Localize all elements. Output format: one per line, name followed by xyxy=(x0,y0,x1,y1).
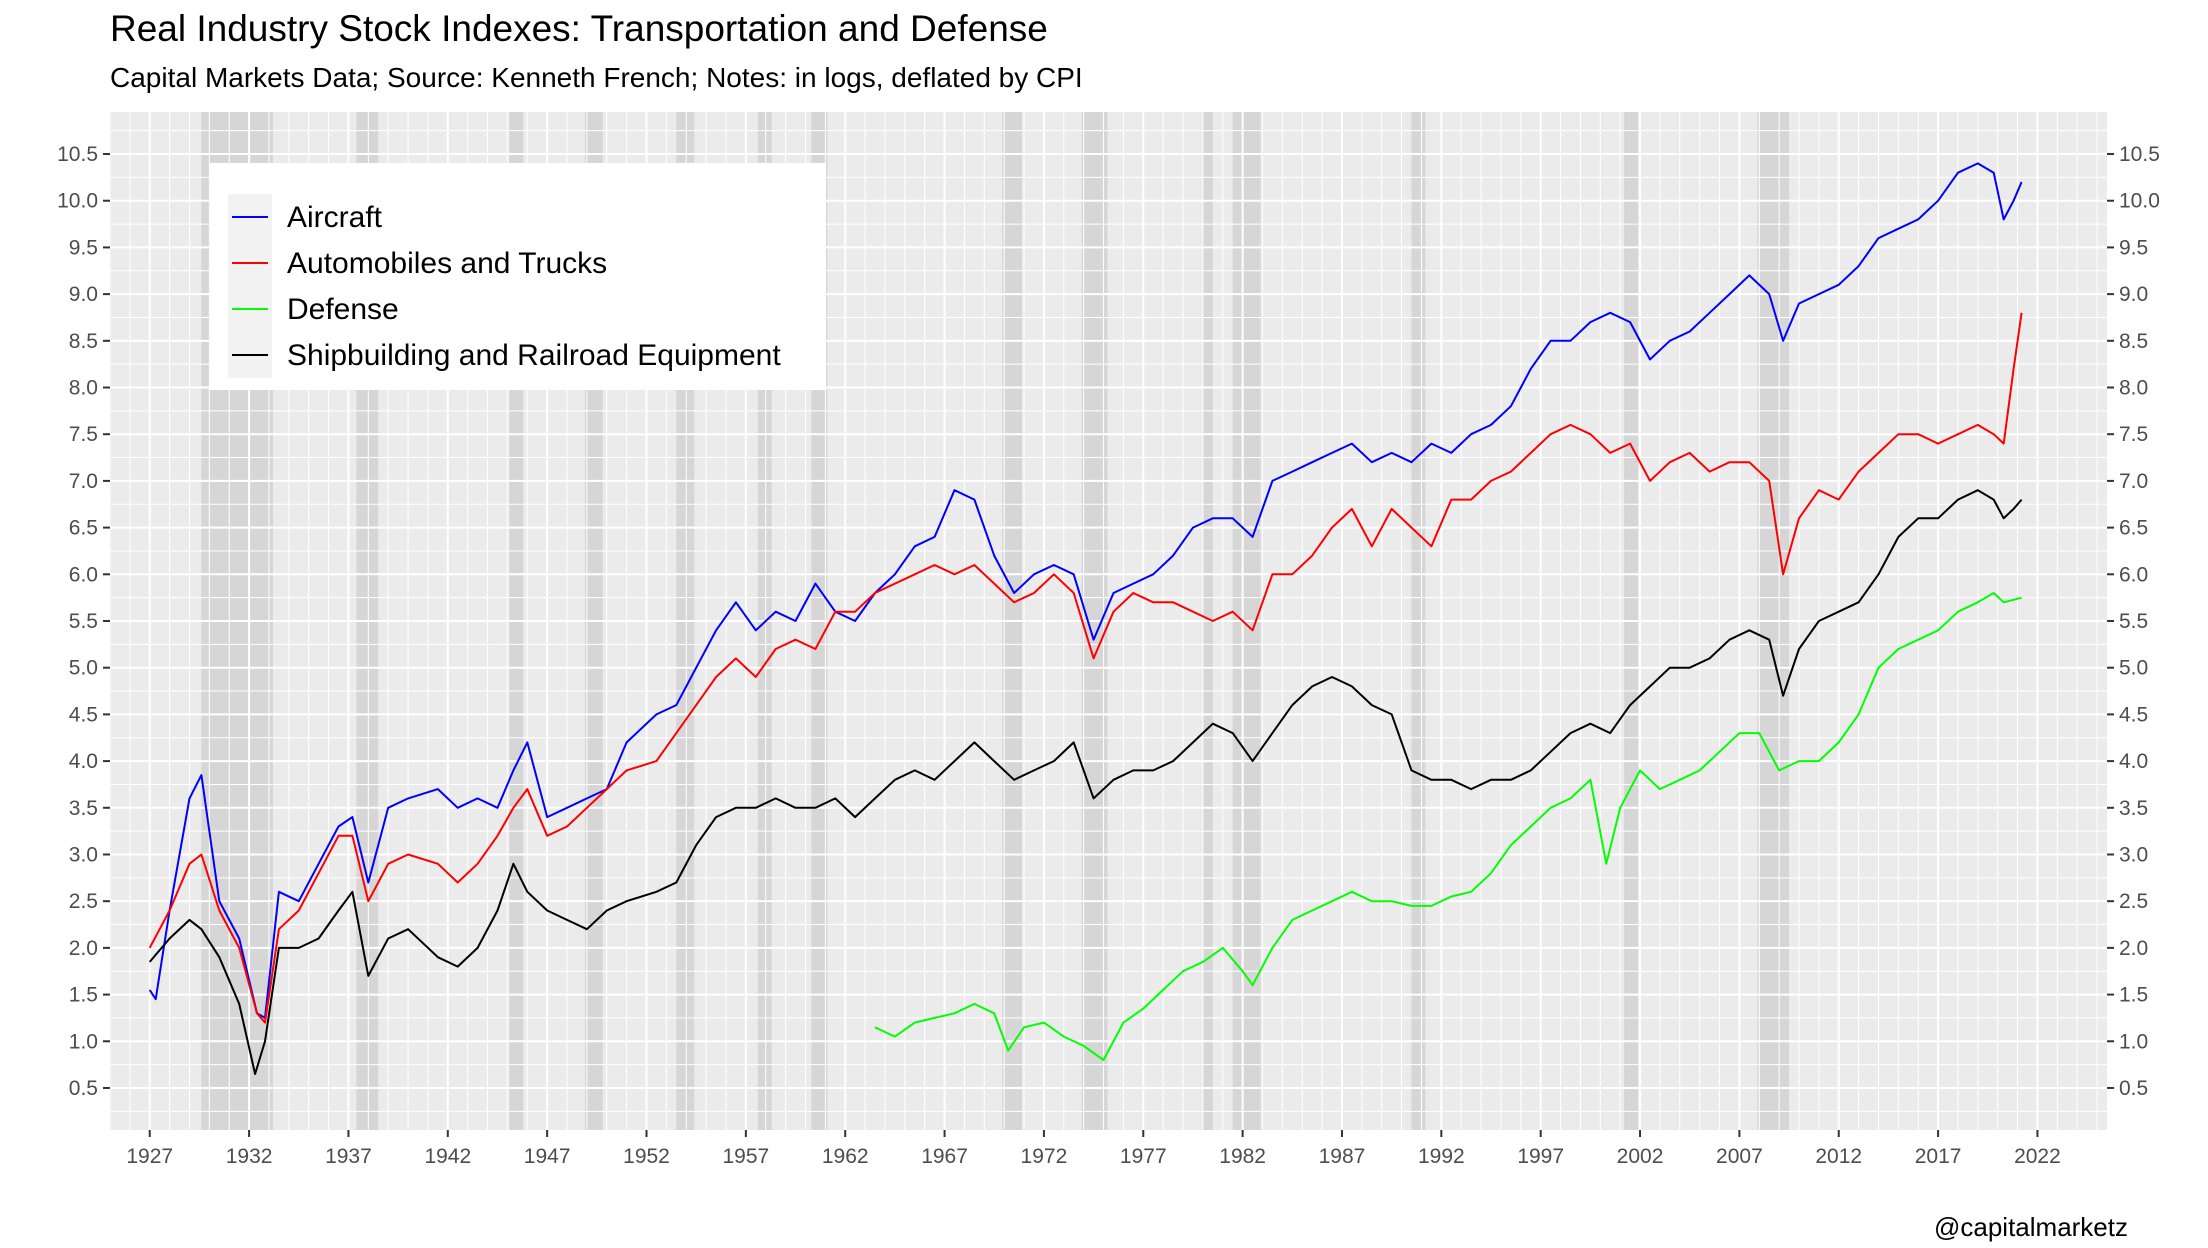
legend-box xyxy=(210,163,826,390)
chart-subtitle: Capital Markets Data; Source: Kenneth Fr… xyxy=(110,62,1083,93)
x-tick-label-7: 1962 xyxy=(822,1145,869,1168)
credit-text: @capitalmarketz xyxy=(1933,1212,2128,1242)
series-line-2 xyxy=(874,592,2022,1061)
y-tick-label-right-18: 9.5 xyxy=(2119,236,2148,259)
y-tick-label-right-2: 1.5 xyxy=(2119,984,2148,1007)
y-tick-label-left-15: 8.0 xyxy=(69,377,98,400)
y-tick-label-left-11: 6.0 xyxy=(69,563,98,586)
x-tick-label-13: 1992 xyxy=(1418,1145,1465,1168)
chart-title: Real Industry Stock Indexes: Transportat… xyxy=(110,8,1048,49)
x-tick-label-2: 1937 xyxy=(325,1145,372,1168)
y-tick-label-right-8: 4.5 xyxy=(2119,703,2148,726)
y-tick-label-left-6: 3.5 xyxy=(69,797,98,820)
y-tick-label-right-4: 2.5 xyxy=(2119,890,2148,913)
legend-label-0: Aircraft xyxy=(287,201,383,234)
y-tick-label-left-17: 9.0 xyxy=(69,283,98,306)
legend-label-2: Defense xyxy=(287,293,399,326)
y-tick-label-right-12: 6.5 xyxy=(2119,517,2148,540)
x-tick-label-11: 1982 xyxy=(1219,1145,1266,1168)
y-tick-label-right-3: 2.0 xyxy=(2119,937,2148,960)
x-tick-label-14: 1997 xyxy=(1517,1145,1564,1168)
y-tick-label-right-13: 7.0 xyxy=(2119,470,2148,493)
y-tick-label-right-5: 3.0 xyxy=(2119,843,2148,866)
y-tick-label-left-19: 10.0 xyxy=(57,190,98,213)
x-tick-label-16: 2007 xyxy=(1716,1145,1763,1168)
legend: Aircraft Automobiles and Trucks Defense Shi… xyxy=(210,163,826,390)
y-tick-label-left-1: 1.0 xyxy=(69,1030,98,1053)
x-tick-label-6: 1957 xyxy=(723,1145,770,1168)
x-tick-label-15: 2002 xyxy=(1617,1145,1664,1168)
x-tick-label-10: 1977 xyxy=(1120,1145,1167,1168)
y-tick-label-right-20: 10.5 xyxy=(2119,143,2160,166)
legend-label-1: Automobiles and Trucks xyxy=(287,247,607,280)
y-tick-label-right-7: 4.0 xyxy=(2119,750,2148,773)
x-tick-label-19: 2022 xyxy=(2014,1145,2061,1168)
y-tick-label-right-10: 5.5 xyxy=(2119,610,2148,633)
y-tick-label-left-2: 1.5 xyxy=(69,984,98,1007)
y-tick-label-left-20: 10.5 xyxy=(57,143,98,166)
x-tick-label-17: 2012 xyxy=(1815,1145,1862,1168)
x-tick-label-8: 1967 xyxy=(921,1145,968,1168)
y-axis-right: 0.5 1.0 1.5 2.0 2.5 3.0 3.5 4.0 4.5 5.0 5.5 6.0 6.5 7… xyxy=(2107,143,2160,1100)
series-line-1 xyxy=(148,312,2023,1024)
y-tick-label-left-12: 6.5 xyxy=(69,517,98,540)
y-tick-label-right-11: 6.0 xyxy=(2119,563,2148,586)
y-tick-label-left-9: 5.0 xyxy=(69,657,98,680)
y-tick-label-left-16: 8.5 xyxy=(69,330,98,353)
y-tick-label-right-16: 8.5 xyxy=(2119,330,2148,353)
y-tick-label-right-19: 10.0 xyxy=(2119,190,2160,213)
y-tick-label-right-15: 8.0 xyxy=(2119,377,2148,400)
x-tick-label-4: 1947 xyxy=(524,1145,571,1168)
y-tick-label-left-5: 3.0 xyxy=(69,843,98,866)
y-tick-label-left-0: 0.5 xyxy=(69,1077,98,1100)
y-tick-label-right-9: 5.0 xyxy=(2119,657,2148,680)
y-tick-label-left-10: 5.5 xyxy=(69,610,98,633)
x-tick-label-12: 1987 xyxy=(1319,1145,1366,1168)
y-tick-label-left-14: 7.5 xyxy=(69,423,98,446)
y-tick-label-left-18: 9.5 xyxy=(69,236,98,259)
series-line-3 xyxy=(148,489,2023,1075)
x-tick-label-9: 1972 xyxy=(1021,1145,1068,1168)
y-tick-label-right-17: 9.0 xyxy=(2119,283,2148,306)
series-lines xyxy=(148,162,2023,1075)
y-tick-label-left-4: 2.5 xyxy=(69,890,98,913)
y-tick-label-right-14: 7.5 xyxy=(2119,423,2148,446)
x-axis: 1927 1932 1937 1942 1947 1952 1957 1962 1967 1972… xyxy=(126,1130,2061,1168)
x-tick-label-1: 1932 xyxy=(226,1145,273,1168)
y-tick-label-left-7: 4.0 xyxy=(69,750,98,773)
legend-label-3: Shipbuilding and Railroad Equipment xyxy=(287,339,781,372)
x-tick-label-5: 1952 xyxy=(623,1145,670,1168)
y-tick-label-left-8: 4.5 xyxy=(69,703,98,726)
y-tick-label-right-6: 3.5 xyxy=(2119,797,2148,820)
y-axis-left: 0.5 1.0 1.5 2.0 2.5 3.0 3.5 4.0 4.5 5.0 5.5 6.0 6.5 7… xyxy=(57,143,110,1100)
y-tick-label-left-13: 7.0 xyxy=(69,470,98,493)
y-tick-label-right-1: 1.0 xyxy=(2119,1030,2148,1053)
series-line-0 xyxy=(148,162,2023,1019)
y-tick-label-left-3: 2.0 xyxy=(69,937,98,960)
x-tick-label-3: 1942 xyxy=(424,1145,471,1168)
x-tick-label-18: 2017 xyxy=(1915,1145,1962,1168)
x-tick-label-0: 1927 xyxy=(126,1145,173,1168)
y-tick-label-right-0: 0.5 xyxy=(2119,1077,2148,1100)
